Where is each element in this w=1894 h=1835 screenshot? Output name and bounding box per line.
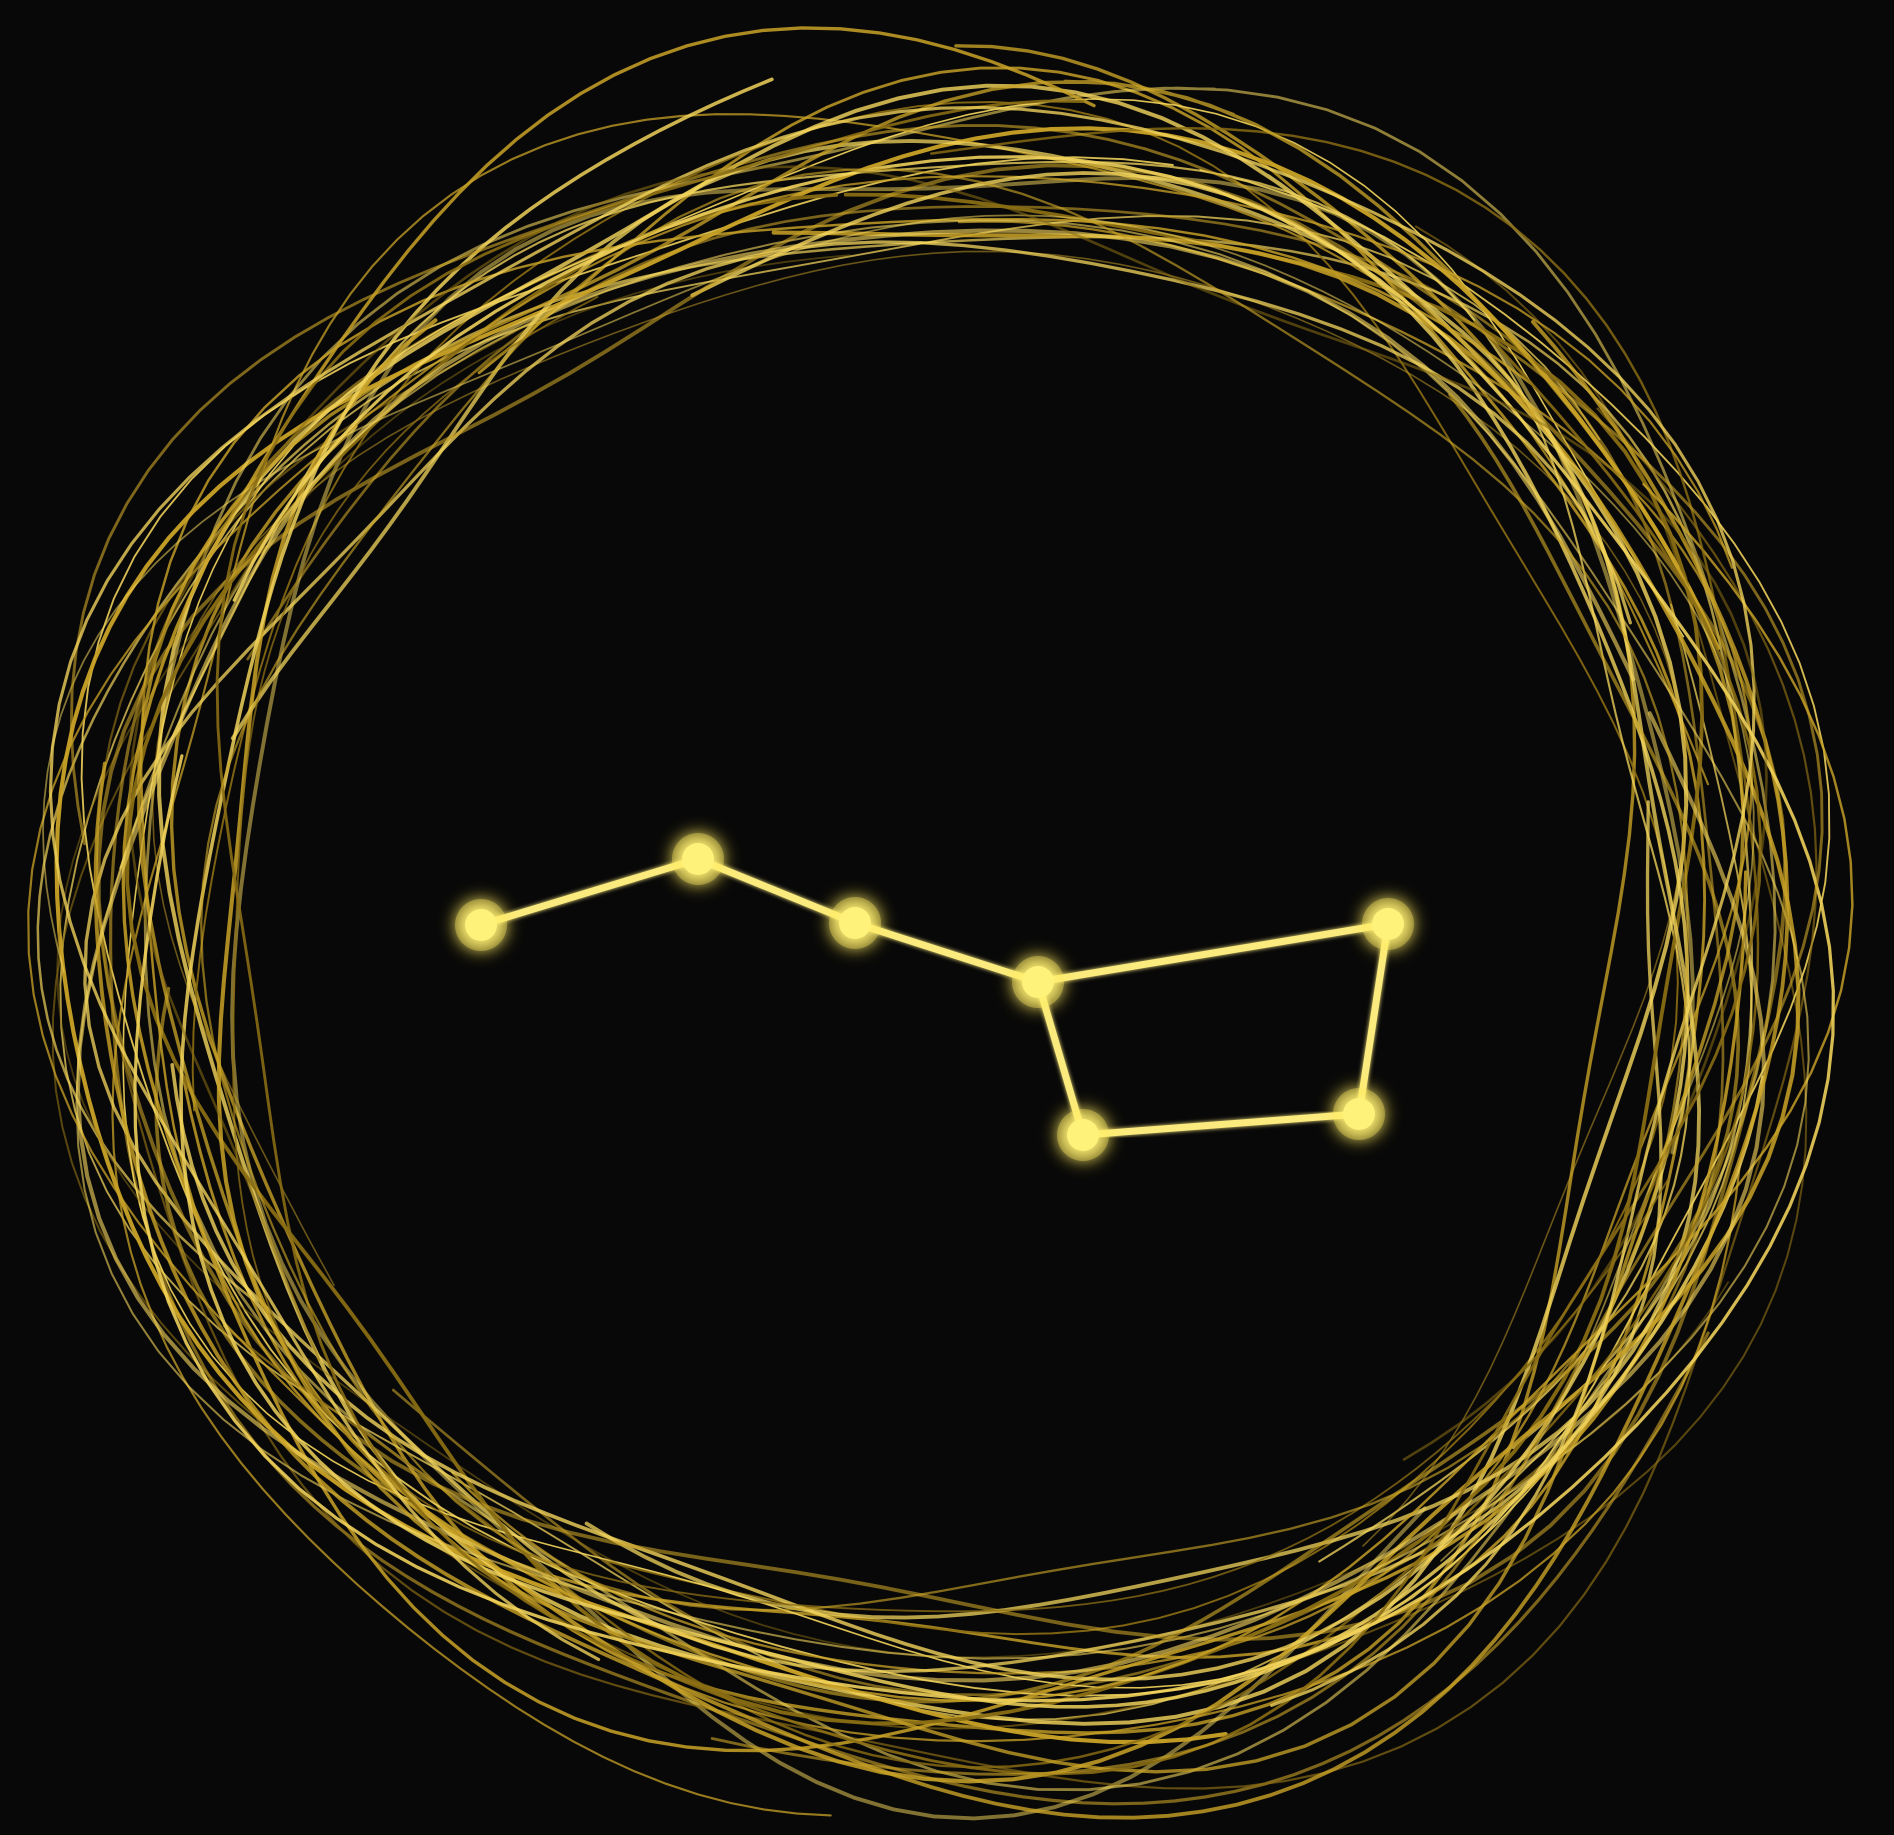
star-icon (1372, 908, 1404, 940)
ring-stroke (216, 230, 1801, 1784)
ring-stroke (48, 105, 1756, 1707)
ring-stroke (96, 163, 1788, 1642)
star-icon (839, 907, 871, 939)
constellation-line (1034, 920, 1392, 986)
gold-scribble-ring-icon (27, 26, 1854, 1821)
ring-stroke (179, 77, 1765, 1709)
ring-stroke (451, 220, 1754, 1675)
big-dipper-constellation-icon (455, 833, 1414, 1161)
constellation-line (1034, 978, 1087, 1139)
ring-stroke (215, 99, 1762, 1776)
ring-stroke (128, 165, 1768, 1461)
ring-stroke (133, 155, 1835, 1703)
star-icon (465, 909, 497, 941)
ring-stroke (246, 205, 1725, 1697)
star-icon (682, 843, 714, 875)
ring-stroke (232, 296, 1669, 1613)
constellation-lines (477, 855, 1392, 1139)
constellation-line (694, 855, 859, 927)
ring-stroke (93, 320, 1790, 1820)
constellation-line (851, 919, 1042, 986)
ring-stroke (80, 156, 1831, 1697)
star-icon (1343, 1098, 1375, 1130)
ring-stroke (230, 175, 1695, 1821)
ring-stroke (75, 228, 1766, 1683)
ring-stroke (27, 175, 1742, 1743)
ring-stroke (191, 101, 1679, 1636)
ring-stroke (154, 392, 1741, 1704)
constellation-line (1079, 1110, 1363, 1139)
constellation-stars (455, 833, 1414, 1161)
ring-stroke (121, 26, 1748, 1753)
star-icon (1022, 966, 1054, 998)
star-icon (1067, 1119, 1099, 1151)
ring-stroke (69, 124, 1824, 1776)
ring-stroke (42, 214, 1755, 1562)
ring-stroke (223, 126, 1760, 1769)
ring-stroke (200, 168, 1689, 1612)
ring-stroke (56, 254, 1730, 1659)
constellation-line (477, 855, 702, 929)
constellation-line (1355, 920, 1392, 1118)
